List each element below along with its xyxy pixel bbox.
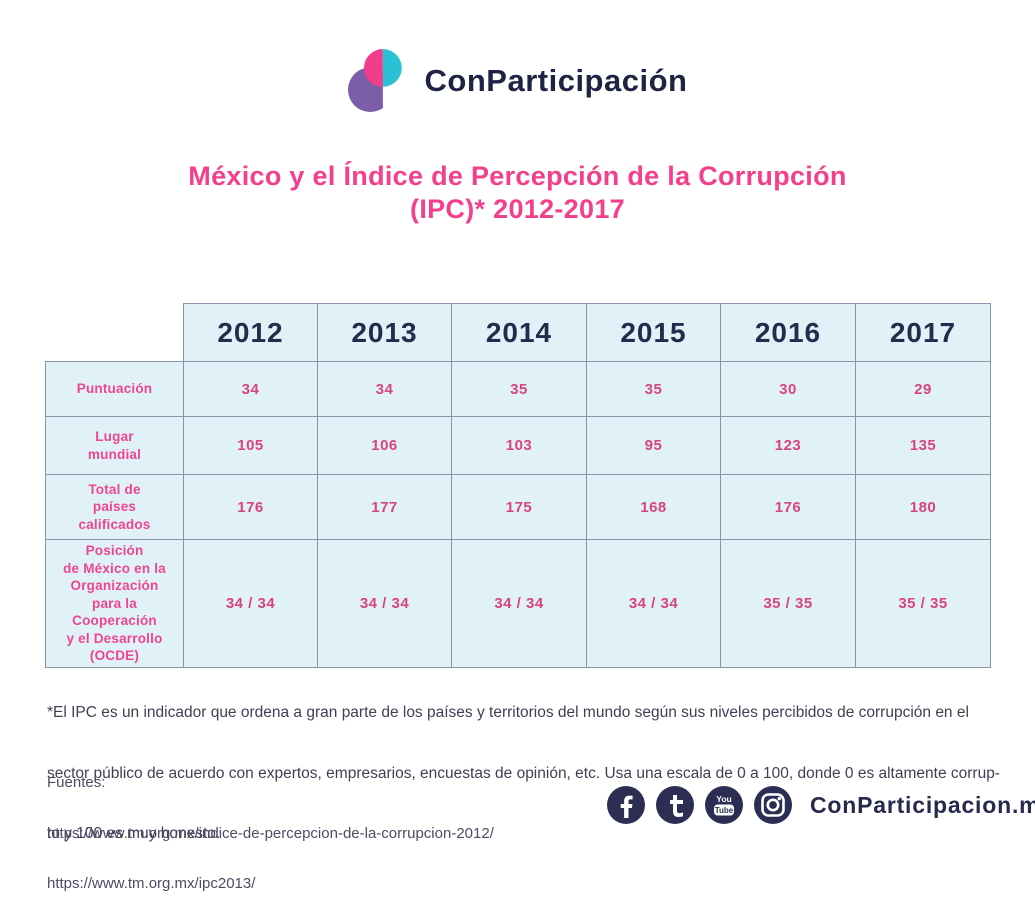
footnote-line: to y 100 es muy honesto. xyxy=(47,825,221,843)
table-header-row: 2012 2013 2014 2015 2016 2017 xyxy=(45,303,991,362)
page-title-line1: México y el Índice de Percepción de la C… xyxy=(188,161,847,191)
table-cell: 34 / 34 xyxy=(451,539,587,668)
page-title: México y el Índice de Percepción de la C… xyxy=(0,160,1035,226)
table-cell: 106 xyxy=(317,416,452,475)
table-cell: 176 xyxy=(183,474,318,540)
table-cell: 35 / 35 xyxy=(855,539,991,668)
table-cell: 95 xyxy=(586,416,721,475)
table-cell: 34 xyxy=(183,361,318,417)
conparticipacion-logo-icon xyxy=(347,49,402,112)
brand-header: ConParticipación xyxy=(0,46,1035,116)
sources-label: Fuentes: xyxy=(47,773,106,791)
table-cell: 35 xyxy=(586,361,721,417)
table-row-posicion-ocde: Posición de México en la Organización pa… xyxy=(45,539,991,668)
table-cell: 35 / 35 xyxy=(720,539,856,668)
facebook-icon xyxy=(607,786,645,824)
svg-text:Tube: Tube xyxy=(715,806,734,815)
table-cell: 176 xyxy=(720,474,856,540)
table-cell: 35 xyxy=(451,361,587,417)
year-header: 2016 xyxy=(720,303,856,362)
table-cell: 29 xyxy=(855,361,991,417)
row-label: Lugar mundial xyxy=(45,416,184,475)
youtube-icon: You Tube xyxy=(705,786,743,824)
ipc-table: 2012 2013 2014 2015 2016 2017 Puntuación… xyxy=(45,303,991,668)
table-corner-cell xyxy=(45,303,184,362)
row-label: Puntuación xyxy=(45,361,184,417)
table-cell: 34 / 34 xyxy=(586,539,721,668)
table-row-total-paises: Total de países calificados 176 177 175 … xyxy=(45,474,991,540)
table-cell: 180 xyxy=(855,474,991,540)
source-url: https://www.tm.org.mx/indice-de-percepci… xyxy=(47,824,494,842)
table-row-puntuacion: Puntuación 34 34 35 35 30 29 xyxy=(45,361,991,417)
table-cell: 34 xyxy=(317,361,452,417)
twitter-icon xyxy=(656,786,694,824)
footnote: *El IPC es un indicador que ordena a gra… xyxy=(47,663,1000,885)
footnote-line: sector público de acuerdo con expertos, … xyxy=(47,764,1000,782)
table-cell: 34 / 34 xyxy=(317,539,452,668)
year-header: 2015 xyxy=(586,303,721,362)
table-row-lugar-mundial: Lugar mundial 105 106 103 95 123 135 xyxy=(45,416,991,475)
year-header: 2014 xyxy=(451,303,587,362)
table-cell: 175 xyxy=(451,474,587,540)
table-cell: 103 xyxy=(451,416,587,475)
row-label: Total de países calificados xyxy=(45,474,184,540)
table-cell: 177 xyxy=(317,474,452,540)
page-title-line2: (IPC)* 2012-2017 xyxy=(410,193,625,224)
table-cell: 123 xyxy=(720,416,856,475)
footer-social: You Tube ConParticipacion.mx xyxy=(606,785,1035,825)
table-cell: 34 / 34 xyxy=(183,539,318,668)
source-url: https://www.tm.org.mx/ipc2013/ xyxy=(47,875,256,893)
sources-list: Fuentes: https://www.tm.org.mx/indice-de… xyxy=(47,741,549,906)
year-header: 2017 xyxy=(855,303,991,362)
row-label: Posición de México en la Organización pa… xyxy=(45,539,184,668)
year-header: 2013 xyxy=(317,303,452,362)
svg-text:You: You xyxy=(716,794,731,804)
footer-handle: ConParticipacion.mx xyxy=(810,791,1035,818)
table-cell: 105 xyxy=(183,416,318,475)
table-cell: 135 xyxy=(855,416,991,475)
year-header: 2012 xyxy=(183,303,318,362)
instagram-icon xyxy=(754,786,792,824)
footnote-line: *El IPC es un indicador que ordena a gra… xyxy=(47,704,969,722)
brand-name: ConParticipación xyxy=(424,63,688,98)
table-cell: 168 xyxy=(586,474,721,540)
table-cell: 30 xyxy=(720,361,856,417)
